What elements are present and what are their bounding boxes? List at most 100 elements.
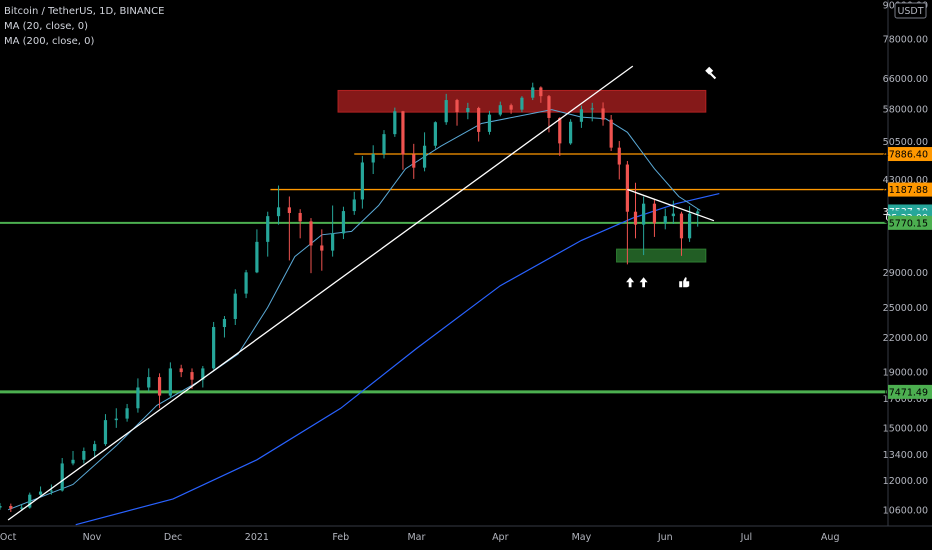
price-tag-label: 41187.88 bbox=[883, 185, 928, 196]
x-tick-label: Mar bbox=[407, 532, 425, 543]
candle-body bbox=[352, 199, 356, 212]
arrow-up-shape bbox=[639, 277, 648, 288]
candle bbox=[360, 155, 364, 209]
candle bbox=[157, 373, 162, 409]
candle bbox=[255, 229, 259, 274]
candle bbox=[579, 105, 584, 128]
candle-body bbox=[679, 213, 684, 239]
candle bbox=[276, 185, 281, 225]
candle bbox=[433, 121, 437, 149]
candle-body bbox=[320, 245, 324, 251]
candle bbox=[320, 229, 324, 271]
price-tag: 17471.49 bbox=[883, 384, 932, 399]
candle-body bbox=[244, 272, 248, 294]
candle-body bbox=[71, 459, 75, 464]
gavel-icon bbox=[705, 66, 717, 80]
candle-body bbox=[422, 145, 427, 168]
candle-body bbox=[125, 408, 129, 419]
price-tag: 35770.15 bbox=[883, 215, 932, 230]
candle bbox=[642, 196, 646, 256]
price-tag-label: 17471.49 bbox=[883, 387, 928, 398]
candle-body bbox=[93, 444, 97, 451]
arrow-up-shape bbox=[626, 277, 635, 288]
candle-body bbox=[382, 134, 386, 154]
y-tick-label: 19000.00 bbox=[883, 368, 928, 379]
y-tick-label: 12000.00 bbox=[883, 476, 928, 487]
trendline-1 bbox=[627, 188, 715, 222]
candle-body bbox=[696, 211, 700, 214]
candle-body bbox=[360, 162, 364, 200]
candle-body bbox=[114, 418, 118, 421]
candle-body bbox=[9, 506, 13, 509]
candle bbox=[125, 403, 129, 422]
y-tick-label: 58000.00 bbox=[883, 104, 928, 115]
candle bbox=[60, 458, 64, 492]
ma20-legend[interactable]: MA (20, close, 0) bbox=[4, 21, 89, 32]
candle-body bbox=[287, 207, 291, 213]
candle-body bbox=[38, 491, 43, 495]
price-tag-label: 47886.40 bbox=[883, 150, 928, 161]
y-tick-label: 78000.00 bbox=[883, 34, 928, 45]
currency-badge-box bbox=[894, 2, 927, 19]
candle bbox=[103, 414, 108, 446]
candle bbox=[679, 211, 684, 256]
candle-body bbox=[28, 494, 32, 508]
candle-body bbox=[0, 506, 2, 508]
candle bbox=[266, 211, 270, 257]
candle bbox=[590, 102, 594, 122]
candle bbox=[233, 289, 237, 325]
candle-body bbox=[687, 213, 692, 239]
candle bbox=[498, 101, 502, 117]
x-tick-label: Jun bbox=[657, 532, 673, 543]
price-tag-label: 35770.15 bbox=[883, 218, 928, 229]
candle bbox=[444, 93, 448, 125]
candle bbox=[412, 143, 416, 179]
y-tick-label: 10600.00 bbox=[883, 505, 928, 516]
candle-body bbox=[233, 293, 237, 319]
candle-body bbox=[222, 318, 227, 328]
x-tick-label: Aug bbox=[821, 532, 840, 543]
candle-body bbox=[82, 450, 86, 460]
trendline-0 bbox=[7, 65, 634, 521]
candle-body bbox=[609, 119, 613, 148]
candle-body bbox=[255, 241, 259, 273]
candle-body bbox=[590, 108, 594, 110]
candle bbox=[287, 196, 291, 261]
candle-body bbox=[49, 490, 53, 492]
symbol-title[interactable]: Bitcoin / TetherUS, 1D, BINANCE bbox=[4, 6, 165, 17]
candle-body bbox=[633, 211, 638, 225]
candle bbox=[168, 362, 172, 399]
candle-body bbox=[601, 108, 605, 120]
candle bbox=[531, 82, 535, 101]
candle bbox=[382, 130, 386, 159]
candle bbox=[401, 110, 405, 170]
candle bbox=[298, 209, 302, 239]
candle bbox=[393, 107, 397, 137]
candle-body bbox=[487, 114, 492, 132]
y-tick-label: 15000.00 bbox=[883, 423, 928, 434]
candle-body bbox=[466, 108, 470, 113]
candles-group bbox=[0, 82, 700, 513]
candle-body bbox=[531, 87, 535, 98]
candle-body bbox=[498, 105, 502, 115]
candle bbox=[222, 316, 227, 338]
candle bbox=[422, 132, 427, 172]
candle-body bbox=[455, 100, 459, 113]
candle-body bbox=[309, 221, 313, 246]
candle bbox=[71, 450, 75, 466]
chart-legend: Bitcoin / TetherUS, 1D, BINANCE MA (20, … bbox=[4, 4, 164, 49]
candle-body bbox=[276, 207, 281, 217]
y-tick-label: 13400.00 bbox=[883, 450, 928, 461]
candle bbox=[371, 145, 375, 175]
candle bbox=[49, 484, 53, 495]
candle-body bbox=[331, 233, 335, 251]
y-tick-label: 25000.00 bbox=[883, 303, 928, 314]
candle-body bbox=[60, 463, 64, 491]
x-tick-label: Jul bbox=[740, 532, 752, 543]
candle bbox=[93, 440, 97, 459]
candle bbox=[569, 119, 573, 145]
candle bbox=[28, 492, 32, 509]
ma200-legend[interactable]: MA (200, close, 0) bbox=[4, 36, 95, 47]
